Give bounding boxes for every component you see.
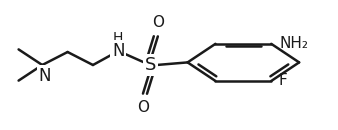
Text: O: O <box>152 15 164 30</box>
Text: NH₂: NH₂ <box>280 36 309 51</box>
Text: S: S <box>145 56 156 74</box>
Text: N: N <box>112 42 124 60</box>
Text: F: F <box>279 73 287 89</box>
Text: H: H <box>113 31 123 45</box>
Text: O: O <box>137 100 149 115</box>
Text: N: N <box>39 67 51 85</box>
